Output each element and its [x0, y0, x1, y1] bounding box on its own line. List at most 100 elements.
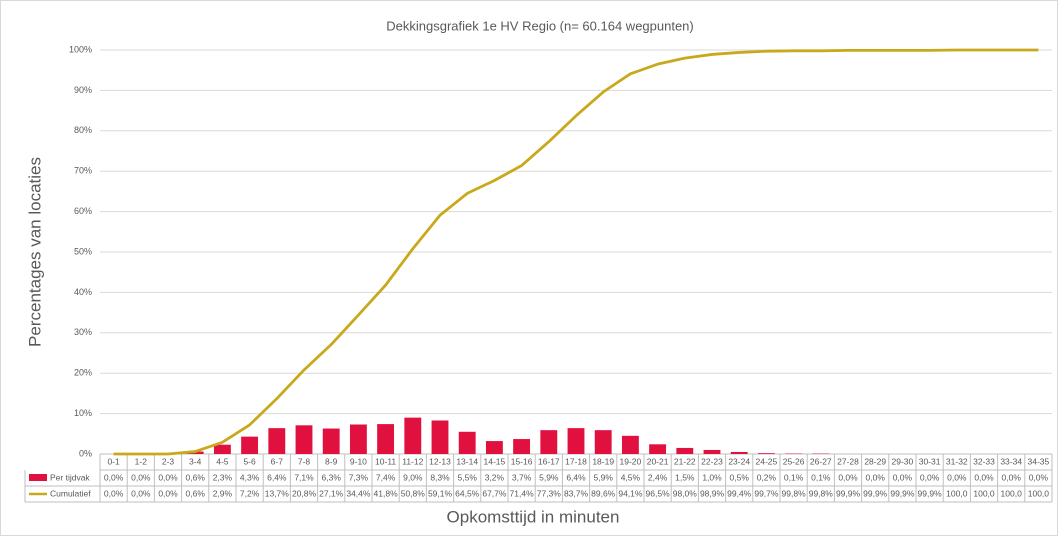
table-cell: 0,0% — [158, 488, 178, 498]
x-tick-label: 32-33 — [973, 456, 995, 466]
table-cell: 0,5% — [730, 472, 750, 482]
x-tick-label: 14-15 — [484, 456, 506, 466]
table-cell: 64,5% — [455, 488, 480, 498]
x-tick-label: 29-30 — [892, 456, 914, 466]
table-cell: 98,0% — [673, 488, 698, 498]
table-cell: 0,0% — [131, 488, 151, 498]
x-tick-label: 19-20 — [620, 456, 642, 466]
bar — [377, 424, 395, 454]
table-cell: 83,7% — [564, 488, 589, 498]
y-tick-label: 60% — [74, 206, 92, 216]
table-cell: 99,8% — [809, 488, 834, 498]
bar — [513, 439, 531, 454]
table-cell: 1,5% — [675, 472, 695, 482]
table-cell: 0,1% — [811, 472, 831, 482]
y-tick-label: 10% — [74, 408, 92, 418]
x-tick-label: 4-5 — [216, 456, 229, 466]
table-cell: 0,6% — [186, 488, 206, 498]
x-tick-label: 9-10 — [350, 456, 367, 466]
y-tick-label: 80% — [74, 125, 92, 135]
table-cell: 0,0% — [104, 472, 124, 482]
x-tick-label: 30-31 — [919, 456, 941, 466]
x-tick-label: 20-21 — [647, 456, 669, 466]
y-axis-label: Percentages van locaties — [25, 157, 44, 347]
table-cell: 0,0% — [131, 472, 151, 482]
table-cell: 13,7% — [265, 488, 290, 498]
y-tick-label: 70% — [74, 166, 92, 176]
x-tick-label: 22-23 — [701, 456, 723, 466]
x-tick-label: 31-32 — [946, 456, 968, 466]
x-tick-label: 2-3 — [162, 456, 175, 466]
table-cell: 100,0 — [1001, 488, 1023, 498]
bar — [757, 453, 775, 454]
table-cell: 99,9% — [918, 488, 943, 498]
table-cell: 0,0% — [104, 488, 124, 498]
x-tick-label: 24-25 — [756, 456, 778, 466]
table-cell: 0,0% — [1002, 472, 1022, 482]
x-tick-label: 25-26 — [783, 456, 805, 466]
x-tick-label: 18-19 — [592, 456, 614, 466]
table-cell: 27,1% — [319, 488, 344, 498]
table-cell: 71,4% — [510, 488, 535, 498]
y-tick-label: 0% — [79, 448, 92, 458]
bar — [540, 430, 558, 454]
table-cell: 8,3% — [430, 472, 450, 482]
x-axis-label: Opkomsttijd in minuten — [447, 507, 620, 526]
x-tick-label: 12-13 — [429, 456, 451, 466]
x-tick-label: 33-34 — [1000, 456, 1022, 466]
table-cell: 99,9% — [836, 488, 861, 498]
bar — [594, 430, 612, 454]
bar — [322, 428, 340, 454]
bar — [213, 444, 231, 454]
table-cell: 0,0% — [838, 472, 858, 482]
legend-label: Per tijdvak — [50, 472, 90, 482]
bar — [295, 425, 313, 454]
x-tick-label: 8-9 — [325, 456, 338, 466]
table-cell: 5,5% — [458, 472, 478, 482]
x-tick-label: 27-28 — [837, 456, 859, 466]
bar — [458, 431, 476, 454]
table-cell: 89,6% — [591, 488, 616, 498]
y-tick-label: 30% — [74, 327, 92, 337]
table-cell: 96,5% — [646, 488, 671, 498]
table-cell: 77,3% — [537, 488, 562, 498]
x-tick-label: 21-22 — [674, 456, 696, 466]
bar — [730, 451, 748, 454]
bar — [349, 424, 367, 454]
table-cell: 5,9% — [539, 472, 559, 482]
table-cell: 0,0% — [1029, 472, 1049, 482]
x-tick-label: 26-27 — [810, 456, 832, 466]
table-cell: 99,9% — [890, 488, 915, 498]
bar — [485, 441, 503, 454]
x-tick-label: 34-35 — [1028, 456, 1050, 466]
table-cell: 6,4% — [566, 472, 586, 482]
table-cell: 9,0% — [403, 472, 423, 482]
table-cell: 3,7% — [512, 472, 532, 482]
table-cell: 0,0% — [866, 472, 886, 482]
table-cell: 100,0 — [946, 488, 968, 498]
legend-key — [29, 474, 47, 481]
table-cell: 99,9% — [863, 488, 888, 498]
table-cell: 0,2% — [757, 472, 777, 482]
x-tick-label: 13-14 — [456, 456, 478, 466]
x-tick-label: 23-24 — [728, 456, 750, 466]
x-tick-label: 11-12 — [402, 456, 423, 466]
bar — [703, 449, 721, 454]
table-cell: 7,1% — [294, 472, 314, 482]
table-cell: 0,0% — [158, 472, 178, 482]
table-cell: 41,8% — [374, 488, 399, 498]
legend-label: Cumulatief — [50, 488, 91, 498]
table-cell: 2,9% — [213, 488, 233, 498]
table-cell: 59,1% — [428, 488, 453, 498]
x-tick-label: 3-4 — [189, 456, 202, 466]
x-tick-label: 7-8 — [298, 456, 311, 466]
table-cell: 7,2% — [240, 488, 260, 498]
x-tick-label: 0-1 — [107, 456, 120, 466]
x-tick-label: 17-18 — [565, 456, 587, 466]
table-cell: 98,9% — [700, 488, 725, 498]
table-cell: 0,1% — [784, 472, 804, 482]
y-tick-label: 20% — [74, 368, 92, 378]
table-cell: 7,4% — [376, 472, 396, 482]
bar — [621, 435, 639, 454]
